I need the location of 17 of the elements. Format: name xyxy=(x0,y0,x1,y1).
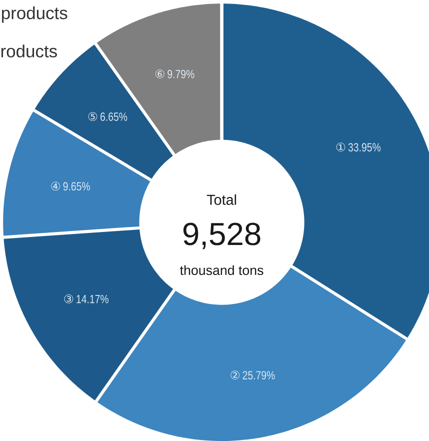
slice-label: ② xyxy=(230,370,240,380)
slice-label: ① xyxy=(336,142,346,152)
data-label: 6.65% xyxy=(100,112,128,121)
text: products xyxy=(2,6,68,23)
slice-label: ④ xyxy=(51,182,60,190)
data-label: 33.95% xyxy=(348,143,380,152)
text: 9,528 xyxy=(183,222,260,250)
data-label: 25.79% xyxy=(242,371,275,380)
text: roducts xyxy=(1,44,57,58)
data-label: 9.65% xyxy=(63,182,90,190)
data-label: 9.79% xyxy=(168,70,194,78)
slice-label: ⑤ xyxy=(88,112,98,121)
slice-label: ③ xyxy=(64,294,74,304)
text: thousand tons xyxy=(180,265,264,276)
slice-label: ⑥ xyxy=(155,69,164,78)
data-label: 14.17% xyxy=(76,294,108,304)
text: Total xyxy=(206,194,236,205)
